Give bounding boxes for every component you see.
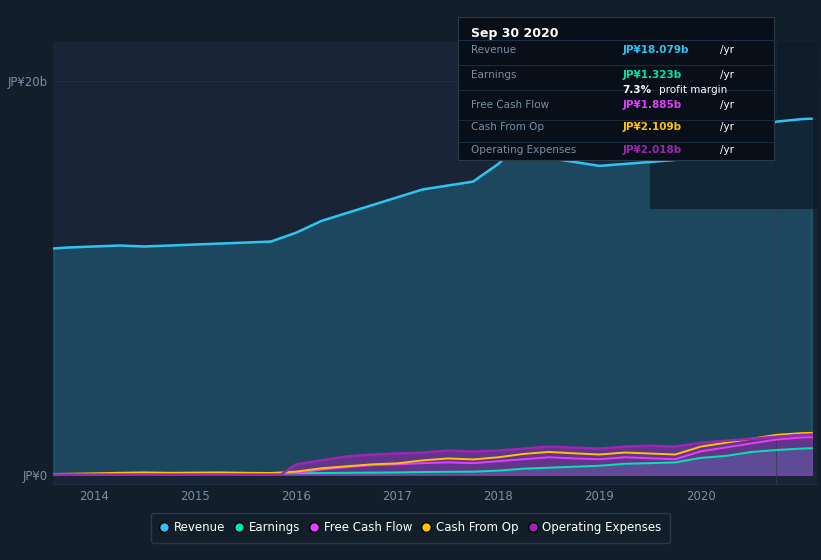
Text: 7.3%: 7.3% [622,85,652,95]
Text: Earnings: Earnings [470,69,516,80]
Text: /yr: /yr [721,146,735,155]
Text: Free Cash Flow: Free Cash Flow [470,100,549,110]
Legend: Revenue, Earnings, Free Cash Flow, Cash From Op, Operating Expenses: Revenue, Earnings, Free Cash Flow, Cash … [152,513,669,543]
Text: JP¥2.109b: JP¥2.109b [622,123,681,133]
Bar [650,32,817,209]
Text: Cash From Op: Cash From Op [470,123,544,133]
Text: Revenue: Revenue [470,45,516,55]
Text: JP¥2.018b: JP¥2.018b [622,146,681,155]
Text: /yr: /yr [721,123,735,133]
Text: JP¥18.079b: JP¥18.079b [622,45,689,55]
Text: profit margin: profit margin [658,85,727,95]
Text: JP¥1.885b: JP¥1.885b [622,100,681,110]
Text: JP¥1.323b: JP¥1.323b [622,69,681,80]
Text: /yr: /yr [721,45,735,55]
Text: Sep 30 2020: Sep 30 2020 [470,27,558,40]
Text: /yr: /yr [721,69,735,80]
Text: Operating Expenses: Operating Expenses [470,146,576,155]
Text: /yr: /yr [721,100,735,110]
